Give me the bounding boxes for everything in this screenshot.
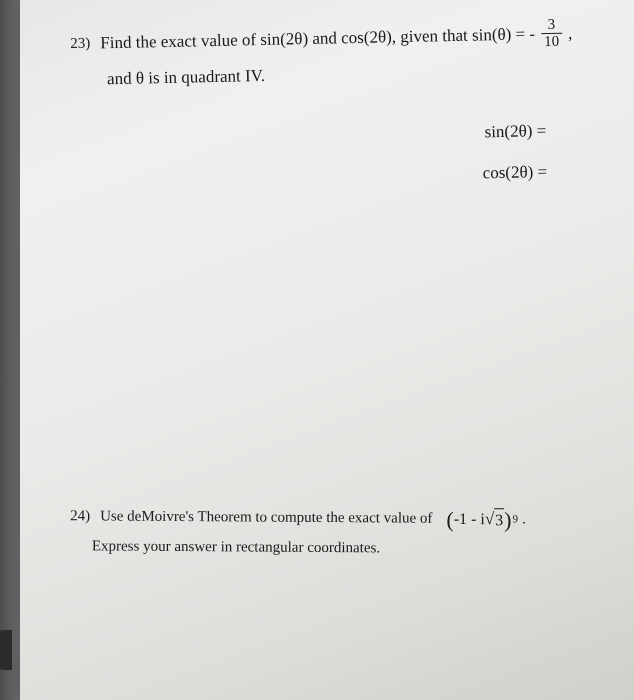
- q24-line1: 24) Use deMoivre's Theorem to compute th…: [70, 503, 574, 534]
- q24-text-part1: Use deMoivre's Theorem to compute the ex…: [100, 506, 432, 532]
- fraction-denominator: 10: [541, 33, 562, 50]
- question-23: 23) Find the exact value of sin(2θ) and …: [70, 17, 597, 195]
- q23-answer-sin: sin(2θ) =: [72, 117, 546, 154]
- binding-edge: [0, 0, 20, 700]
- exponent: 9: [512, 512, 518, 529]
- page-corner-bump: [0, 630, 12, 670]
- worksheet-page: 23) Find the exact value of sin(2θ) and …: [20, 0, 634, 700]
- q23-line1: 23) Find the exact value of sin(2θ) and …: [70, 17, 595, 60]
- sqrt-expr: √ 3: [485, 506, 505, 534]
- q24-expression: ( -1 - i √ 3 ) 9: [446, 506, 518, 534]
- q24-text-part2: .: [522, 509, 526, 532]
- q23-line2: and θ is in quadrant IV.: [107, 55, 595, 92]
- q23-answer-block: sin(2θ) = cos(2θ) =: [72, 116, 597, 195]
- q23-fraction: 3 10: [541, 18, 563, 50]
- q24-number: 24): [70, 505, 90, 528]
- close-paren: ): [504, 509, 511, 531]
- q23-text-part1: Find the exact value of sin(2θ) and cos(…: [100, 21, 535, 57]
- q23-text-part2: ,: [568, 20, 573, 47]
- fraction-numerator: 3: [544, 18, 558, 33]
- expr-prefix: -1 - i: [454, 507, 485, 532]
- open-paren: (: [446, 509, 453, 531]
- q23-answer-cos: cos(2θ) =: [73, 158, 547, 195]
- question-24: 24) Use deMoivre's Theorem to compute th…: [70, 503, 574, 562]
- sqrt-arg: 3: [494, 508, 504, 534]
- q23-number: 23): [70, 32, 90, 56]
- radical-symbol: √: [485, 506, 495, 532]
- q24-line2: Express your answer in rectangular coord…: [92, 535, 574, 562]
